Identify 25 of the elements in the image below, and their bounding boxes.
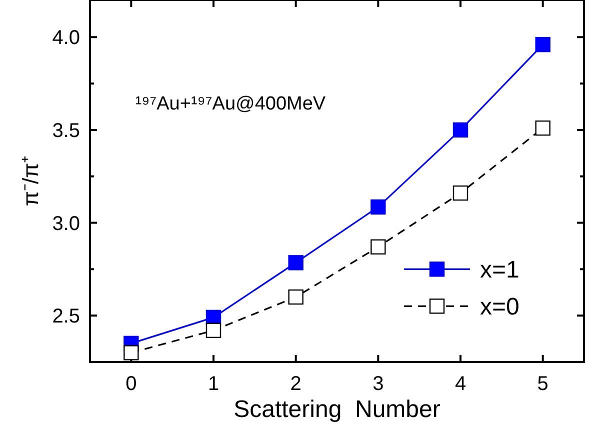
x-tick-label: 3 — [372, 373, 384, 395]
annotation: ¹⁹⁷Au+¹⁹⁷Au@400MeV — [135, 94, 326, 115]
point — [370, 199, 386, 215]
point — [370, 239, 386, 255]
y-tick-label: 3.0 — [52, 212, 80, 235]
point — [288, 255, 304, 270]
x-tick-label: 5 — [537, 373, 548, 395]
y-tick-label: 4.0 — [52, 27, 80, 50]
point — [206, 322, 222, 338]
x-axis-title: Scattering Number — [234, 396, 440, 423]
x-tick-label: 0 — [126, 373, 137, 395]
legend-label: x=0 — [480, 294, 520, 321]
y-tick-label: 3.5 — [52, 120, 80, 142]
point — [288, 289, 304, 305]
y-tick-label: 2.5 — [52, 306, 80, 328]
point — [452, 185, 468, 201]
x-tick-label: 4 — [454, 373, 466, 395]
point — [535, 36, 550, 52]
point — [452, 122, 468, 138]
legend-label: x=1 — [480, 256, 520, 284]
point — [124, 345, 139, 360]
y-axis-title: π⁻/π⁺ — [18, 156, 43, 206]
point — [535, 120, 550, 136]
x-tick-label: 1 — [208, 373, 220, 395]
x-tick-label: 2 — [290, 373, 302, 395]
